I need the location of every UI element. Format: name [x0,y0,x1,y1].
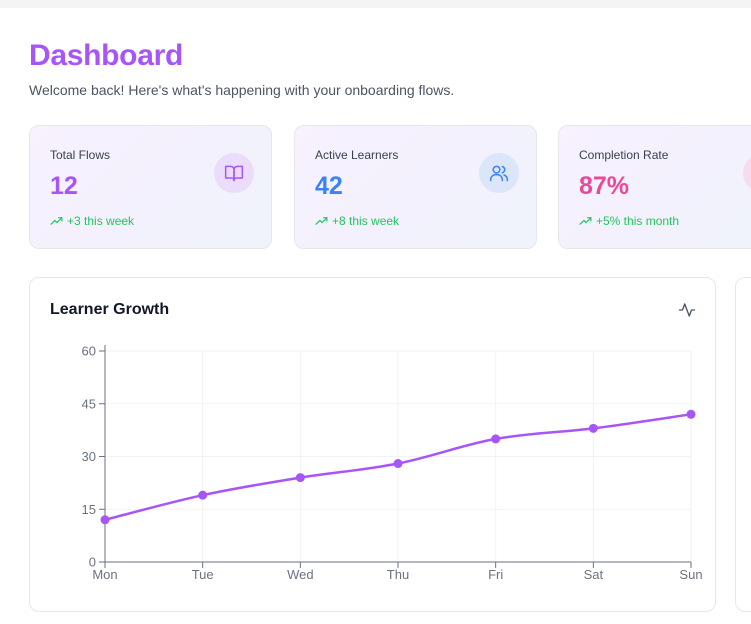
x-tick-label: Sat [584,567,604,582]
page-subtitle: Welcome back! Here's what's happening wi… [29,82,455,98]
stat-trend: +5% this month [579,214,679,228]
x-tick-label: Thu [387,567,409,582]
x-tick-label: Fri [488,567,503,582]
page-title: Dashboard [29,39,183,72]
data-point [100,515,110,525]
book-open-icon [224,165,244,182]
stat-icon-badge [479,153,519,193]
stat-label: Completion Rate [579,148,669,162]
data-point [686,409,696,419]
trending-up-icon [579,216,592,225]
data-point [198,490,208,500]
stat-card-active-learners: Active Learners 42 +8 this week [294,125,537,249]
learner-growth-chart: 0 15 30 45 60 Mon Tue Wed Thu Fri Sat Sun [82,344,703,583]
chart-title: Learner Growth [50,301,170,318]
y-tick-label: 15 [82,502,96,517]
data-point [491,434,501,444]
learner-growth-card: 0 15 30 45 60 Mon Tue Wed Thu Fri Sat Sun Learner G… [29,277,716,612]
y-tick-label: 30 [82,449,96,464]
stat-label: Active Learners [315,148,399,162]
y-tick-label: 0 [89,555,96,570]
data-point [588,423,598,433]
data-point [393,459,403,469]
stat-trend-text: +8 this week [332,214,400,228]
stat-icon-badge [214,153,254,193]
activity-icon[interactable] [678,301,696,319]
x-tick-label: Sun [679,567,702,582]
stat-icon-badge [743,153,751,193]
y-tick-label: 60 [82,344,96,359]
side-card [735,277,751,612]
stat-card-total-flows: Total Flows 12 +3 this week [29,125,272,249]
stat-trend-text: +3 this week [67,214,135,228]
stat-label: Total Flows [50,148,111,162]
trending-up-icon [50,216,63,225]
x-tick-label: Wed [287,567,314,582]
users-icon [489,165,509,182]
top-bar [0,0,751,8]
stat-value: 12 [50,172,78,200]
x-tick-label: Tue [192,567,214,582]
stat-value: 87% [579,172,630,200]
stat-trend: +3 this week [50,214,134,228]
stat-value: 42 [315,172,343,200]
stat-trend: +8 this week [315,214,399,228]
stat-trend-text: +5% this month [596,214,680,228]
stat-card-completion-rate: Completion Rate 87% +5% this month [558,125,751,249]
y-tick-label: 45 [82,396,96,411]
data-point [295,473,305,483]
trending-up-icon [315,216,328,225]
x-tick-label: Mon [92,567,117,582]
